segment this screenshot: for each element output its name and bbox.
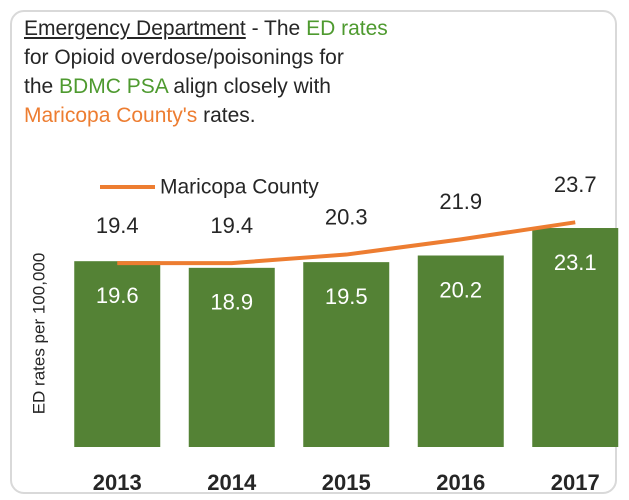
bar-value-label: 20.2 — [439, 277, 482, 302]
line-value-label: 21.9 — [439, 189, 482, 214]
bar — [303, 262, 390, 447]
title-segment: for Opioid overdose/poisonings for — [24, 46, 344, 69]
title-segment: align closely with — [167, 75, 331, 98]
x-tick-label: 2016 — [436, 470, 485, 495]
chart-title: Emergency Department - The ED rates for O… — [24, 14, 388, 130]
title-line: for Opioid overdose/poisonings for — [24, 43, 388, 72]
x-tick-label: 2017 — [551, 470, 600, 495]
title-segment: Maricopa County's — [24, 104, 198, 127]
title-line: Maricopa County's rates. — [24, 101, 388, 130]
bar-value-label: 19.6 — [96, 283, 139, 308]
y-axis-label: ED rates per 100,000 — [29, 253, 48, 415]
title-segment: ED rates — [306, 17, 388, 40]
title-line: Emergency Department - The ED rates — [24, 14, 388, 43]
line — [117, 220, 576, 266]
bar — [417, 255, 504, 447]
x-tick-label: 2015 — [322, 470, 371, 495]
title-line: the BDMC PSA align closely with — [24, 72, 388, 101]
bar — [532, 228, 619, 447]
x-tick-label: 2013 — [93, 470, 142, 495]
bar — [74, 261, 161, 447]
line-value-label: 23.7 — [554, 172, 597, 197]
bar — [188, 267, 275, 447]
title-segment: BDMC PSA — [59, 75, 168, 98]
line-value-label: 20.3 — [325, 204, 368, 229]
bar-value-label: 18.9 — [210, 290, 253, 315]
title-segment: rates. — [197, 104, 256, 127]
title-segment: the — [24, 75, 60, 98]
legend-label: Maricopa County — [160, 176, 319, 199]
line-value-label: 19.4 — [210, 213, 253, 238]
title-segment: - The — [245, 17, 307, 40]
x-tick-label: 2014 — [207, 470, 257, 495]
title-segment: Emergency Department — [24, 17, 246, 40]
bar-value-label: 23.1 — [554, 250, 597, 275]
bar-value-label: 19.5 — [325, 284, 368, 309]
line-value-label: 19.4 — [96, 213, 139, 238]
